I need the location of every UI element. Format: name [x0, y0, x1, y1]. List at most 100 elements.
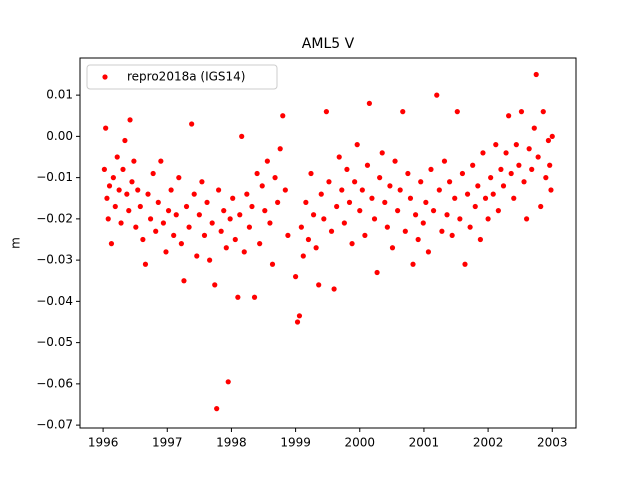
- point: [334, 203, 340, 210]
- point: [529, 166, 535, 172]
- point: [155, 199, 161, 205]
- point: [444, 212, 450, 218]
- point: [232, 236, 238, 243]
- point: [349, 241, 355, 247]
- plot-frame: [79, 57, 577, 429]
- point: [418, 179, 424, 185]
- point: [262, 208, 268, 214]
- point: [269, 261, 276, 267]
- point: [410, 261, 416, 267]
- point: [116, 187, 122, 193]
- x-tick-label: 2001: [409, 436, 440, 450]
- point: [488, 175, 494, 181]
- y-tick-label: −0.07: [36, 418, 73, 432]
- point: [428, 166, 434, 172]
- y-tick-label: 0.01: [46, 88, 73, 102]
- point: [153, 228, 159, 234]
- point: [282, 187, 288, 193]
- point: [459, 170, 466, 177]
- point: [114, 154, 120, 160]
- point: [354, 142, 360, 148]
- point: [472, 203, 478, 210]
- point: [495, 208, 501, 214]
- point: [218, 228, 224, 234]
- point: [412, 212, 419, 218]
- point: [359, 187, 365, 193]
- point: [526, 146, 532, 152]
- point: [280, 113, 286, 119]
- point: [434, 92, 440, 98]
- y-axis-label: m: [9, 237, 23, 249]
- point: [221, 208, 227, 214]
- point: [106, 183, 113, 189]
- point: [186, 224, 192, 230]
- point: [498, 166, 504, 172]
- point: [425, 249, 432, 255]
- point: [436, 187, 442, 193]
- point: [318, 191, 324, 197]
- point: [533, 71, 539, 78]
- x-tick-label: 2002: [473, 436, 504, 450]
- point: [326, 179, 332, 185]
- point: [171, 232, 177, 238]
- point: [178, 241, 184, 247]
- point: [249, 203, 255, 210]
- point: [535, 154, 541, 160]
- y-tick-label: −0.05: [36, 335, 73, 349]
- point: [296, 313, 303, 319]
- point: [467, 224, 473, 230]
- point: [323, 109, 329, 115]
- point: [209, 220, 215, 226]
- point: [392, 158, 398, 164]
- point: [207, 257, 213, 263]
- point: [150, 170, 156, 177]
- point: [129, 179, 135, 185]
- point: [105, 216, 111, 222]
- point: [163, 249, 169, 255]
- x-tick-label: 1997: [152, 436, 183, 450]
- point: [204, 199, 210, 205]
- point: [264, 158, 270, 164]
- point: [452, 195, 458, 201]
- point: [371, 216, 378, 222]
- point: [292, 274, 299, 280]
- point: [331, 286, 337, 292]
- point: [118, 220, 124, 226]
- point: [493, 142, 499, 148]
- point: [239, 133, 245, 139]
- point: [158, 158, 164, 164]
- x-tick-label: 2003: [537, 436, 568, 450]
- point: [500, 183, 507, 189]
- point: [251, 294, 258, 300]
- point: [142, 261, 149, 267]
- point: [374, 269, 380, 276]
- point: [110, 175, 116, 181]
- point: [225, 379, 231, 385]
- point: [176, 175, 182, 181]
- point: [310, 212, 317, 218]
- point: [230, 195, 236, 201]
- point: [405, 170, 411, 177]
- point: [464, 191, 471, 197]
- y-tick-label: −0.01: [36, 170, 73, 184]
- point: [122, 137, 128, 144]
- point: [165, 208, 172, 214]
- point: [420, 220, 426, 226]
- point: [477, 236, 483, 243]
- point: [397, 187, 403, 193]
- point: [137, 203, 143, 210]
- point: [545, 137, 552, 144]
- point: [183, 203, 190, 210]
- point: [135, 187, 141, 193]
- point: [101, 166, 107, 172]
- point: [321, 216, 327, 222]
- point: [336, 154, 342, 160]
- point: [189, 121, 195, 127]
- chart-title: AML5 V: [302, 36, 355, 52]
- point: [214, 406, 220, 412]
- point: [194, 253, 200, 259]
- y-tick-label: −0.04: [36, 294, 73, 308]
- point: [482, 195, 489, 201]
- point: [145, 191, 151, 197]
